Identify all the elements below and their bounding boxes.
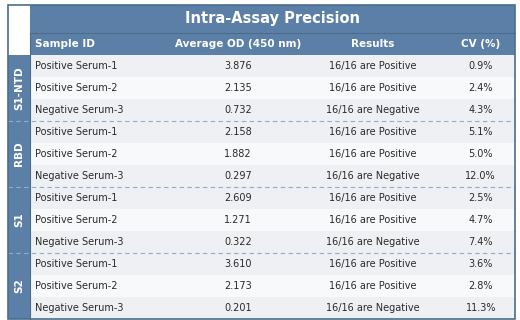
Text: 0.201: 0.201 bbox=[225, 303, 252, 313]
Text: Negative Serum-3: Negative Serum-3 bbox=[35, 303, 124, 313]
Text: 2.173: 2.173 bbox=[225, 281, 252, 291]
Text: S2: S2 bbox=[14, 279, 24, 293]
Text: 2.135: 2.135 bbox=[225, 83, 252, 93]
Text: Positive Serum-1: Positive Serum-1 bbox=[35, 61, 118, 71]
Text: Positive Serum-2: Positive Serum-2 bbox=[35, 83, 118, 93]
Text: 1.271: 1.271 bbox=[225, 215, 252, 225]
Text: Average OD (450 nm): Average OD (450 nm) bbox=[175, 39, 302, 49]
Text: 0.9%: 0.9% bbox=[469, 61, 493, 71]
Text: Results: Results bbox=[350, 39, 394, 49]
Text: Positive Serum-1: Positive Serum-1 bbox=[35, 127, 118, 137]
Text: Sample ID: Sample ID bbox=[35, 39, 95, 49]
Text: 16/16 are Negative: 16/16 are Negative bbox=[326, 237, 419, 247]
Text: 16/16 are Positive: 16/16 are Positive bbox=[329, 259, 416, 269]
Text: 16/16 are Negative: 16/16 are Negative bbox=[326, 171, 419, 181]
Bar bbox=[30, 5, 515, 33]
Text: 16/16 are Positive: 16/16 are Positive bbox=[329, 61, 416, 71]
Bar bbox=[30, 231, 515, 253]
Bar bbox=[30, 275, 515, 297]
Bar bbox=[30, 143, 515, 165]
Text: 11.3%: 11.3% bbox=[465, 303, 496, 313]
Text: 16/16 are Negative: 16/16 are Negative bbox=[326, 303, 419, 313]
Bar bbox=[30, 99, 515, 121]
Text: 16/16 are Positive: 16/16 are Positive bbox=[329, 281, 416, 291]
Text: Positive Serum-2: Positive Serum-2 bbox=[35, 149, 118, 159]
Bar bbox=[30, 253, 515, 275]
Bar bbox=[30, 33, 515, 55]
Text: Positive Serum-1: Positive Serum-1 bbox=[35, 193, 118, 203]
Bar bbox=[8, 187, 30, 253]
Text: 3.6%: 3.6% bbox=[469, 259, 493, 269]
Text: 2.5%: 2.5% bbox=[469, 193, 493, 203]
Text: 16/16 are Positive: 16/16 are Positive bbox=[329, 127, 416, 137]
Text: 5.1%: 5.1% bbox=[469, 127, 493, 137]
Text: 2.8%: 2.8% bbox=[469, 281, 493, 291]
Text: 16/16 are Positive: 16/16 are Positive bbox=[329, 215, 416, 225]
Bar bbox=[30, 297, 515, 319]
Text: Positive Serum-2: Positive Serum-2 bbox=[35, 281, 118, 291]
Text: S1-NTD: S1-NTD bbox=[14, 66, 24, 110]
Text: 4.3%: 4.3% bbox=[469, 105, 493, 115]
Text: RBD: RBD bbox=[14, 142, 24, 166]
Text: 16/16 are Positive: 16/16 are Positive bbox=[329, 83, 416, 93]
Text: 0.732: 0.732 bbox=[225, 105, 252, 115]
Text: Positive Serum-1: Positive Serum-1 bbox=[35, 259, 118, 269]
Text: Negative Serum-3: Negative Serum-3 bbox=[35, 105, 124, 115]
Bar bbox=[30, 55, 515, 77]
Text: 7.4%: 7.4% bbox=[469, 237, 493, 247]
Text: 16/16 are Positive: 16/16 are Positive bbox=[329, 193, 416, 203]
Text: 0.322: 0.322 bbox=[225, 237, 252, 247]
Text: 2.609: 2.609 bbox=[225, 193, 252, 203]
Text: 3.610: 3.610 bbox=[225, 259, 252, 269]
Text: 12.0%: 12.0% bbox=[465, 171, 496, 181]
Text: Negative Serum-3: Negative Serum-3 bbox=[35, 171, 124, 181]
Bar bbox=[30, 187, 515, 209]
Text: Negative Serum-3: Negative Serum-3 bbox=[35, 237, 124, 247]
Text: Intra-Assay Precision: Intra-Assay Precision bbox=[185, 12, 360, 27]
Text: 4.7%: 4.7% bbox=[469, 215, 493, 225]
Bar bbox=[8, 253, 30, 319]
Text: 16/16 are Positive: 16/16 are Positive bbox=[329, 149, 416, 159]
Text: 5.0%: 5.0% bbox=[469, 149, 493, 159]
Text: 2.4%: 2.4% bbox=[469, 83, 493, 93]
Text: Positive Serum-2: Positive Serum-2 bbox=[35, 215, 118, 225]
Bar bbox=[8, 121, 30, 187]
Text: 0.297: 0.297 bbox=[225, 171, 252, 181]
Text: 3.876: 3.876 bbox=[225, 61, 252, 71]
Text: S1: S1 bbox=[14, 212, 24, 228]
Bar bbox=[30, 165, 515, 187]
Text: 1.882: 1.882 bbox=[225, 149, 252, 159]
Bar bbox=[30, 209, 515, 231]
Text: 2.158: 2.158 bbox=[225, 127, 252, 137]
Text: 16/16 are Negative: 16/16 are Negative bbox=[326, 105, 419, 115]
Text: CV (%): CV (%) bbox=[461, 39, 500, 49]
Bar bbox=[30, 77, 515, 99]
Bar bbox=[30, 121, 515, 143]
Bar bbox=[8, 55, 30, 121]
